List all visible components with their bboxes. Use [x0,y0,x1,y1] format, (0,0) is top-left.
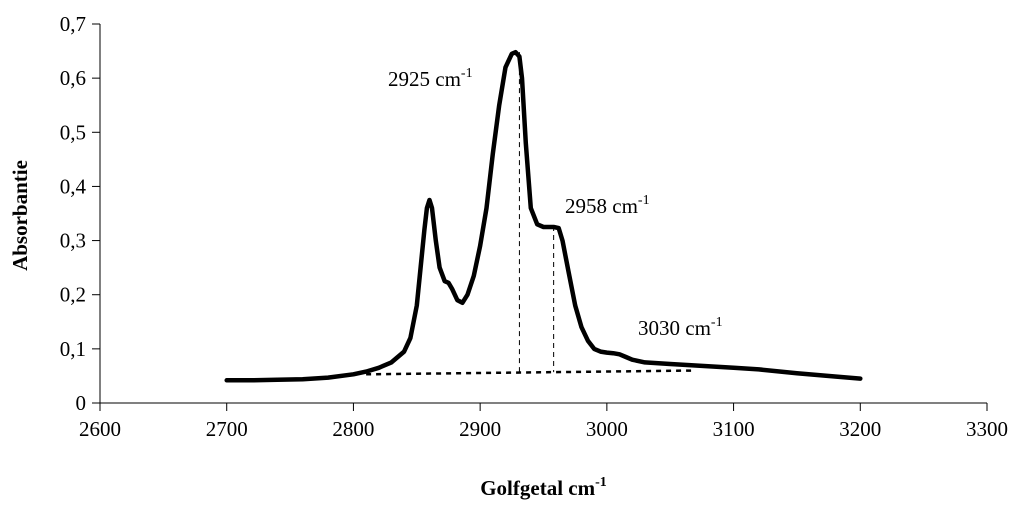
label-layer: 2925 cm-1 2958 cm-1 3030 cm-1 [388,66,723,340]
y-tick-label: 0,3 [60,229,86,253]
baseline-layer [366,369,696,376]
series-layer [224,49,863,383]
peak-label-2958: 2958 cm-1 [565,193,650,218]
x-tick-label: 3300 [966,417,1008,441]
y-tick-label: 0,4 [60,174,87,198]
x-tick-label: 2700 [206,417,248,441]
marker-layer [518,52,555,373]
x-tick-label: 3100 [713,417,755,441]
y-tick-label: 0,6 [60,66,86,90]
axes: 2600 2700 2800 2900 3000 3100 3200 3300 0 0,1 0,2 0… [8,12,1008,500]
x-tick-label: 2900 [459,417,501,441]
peak-label-3030: 3030 cm-1 [638,315,723,340]
x-tick-label: 2600 [79,417,121,441]
series-line [224,49,863,383]
y-tick-label: 0,7 [60,12,86,36]
baseline-line [366,369,696,376]
x-tick-label: 3000 [586,417,628,441]
y-tick-label: 0 [76,391,87,415]
x-tick-label: 3200 [839,417,881,441]
peak-label-2925: 2925 cm-1 [388,66,473,91]
y-axis-title: Absorbantie [8,160,32,271]
x-tick-label: 2800 [332,417,374,441]
y-tick-label: 0,1 [60,337,86,361]
y-tick-label: 0,2 [60,283,86,307]
x-axis-title: Golfgetal cm-1 [480,475,607,500]
y-tick-label: 0,5 [60,120,86,144]
